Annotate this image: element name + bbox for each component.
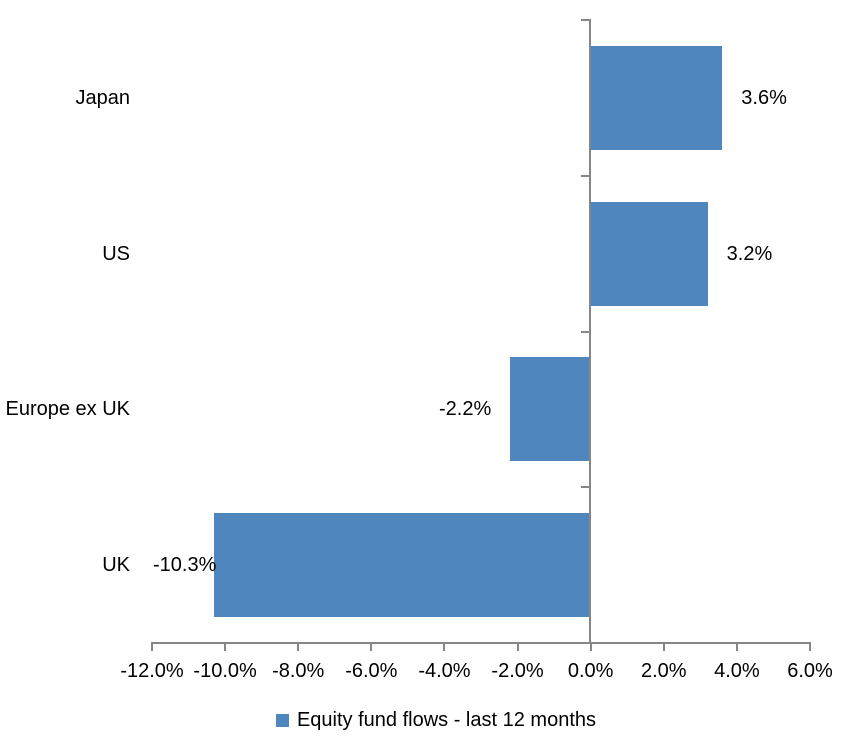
x-axis-tick bbox=[662, 644, 665, 651]
x-axis-tick bbox=[297, 644, 300, 651]
x-axis-tick bbox=[516, 644, 519, 651]
x-tick-label-1: -10.0% bbox=[193, 660, 257, 682]
data-label-uk: -10.3% bbox=[153, 554, 217, 577]
category-label-us: US bbox=[102, 242, 130, 265]
bar-japan bbox=[590, 45, 723, 150]
category-axis-tick bbox=[580, 19, 589, 21]
x-axis-tick bbox=[443, 644, 446, 651]
bar-us bbox=[590, 201, 708, 306]
data-label-europe-ex-uk: -2.2% bbox=[439, 398, 492, 421]
category-label-uk: UK bbox=[102, 554, 130, 577]
x-tick-label-9: 6.0% bbox=[787, 660, 833, 682]
bar-uk bbox=[214, 513, 589, 618]
x-axis-tick bbox=[370, 644, 373, 651]
x-axis-line bbox=[151, 642, 811, 644]
x-tick-label-3: -6.0% bbox=[345, 660, 398, 682]
x-tick-label-7: 2.0% bbox=[640, 660, 687, 682]
x-tick-label-0: -12.0% bbox=[120, 660, 184, 682]
category-label-japan: Japan bbox=[75, 86, 131, 109]
data-label-us: 3.2% bbox=[726, 242, 773, 265]
zero-axis-line bbox=[588, 19, 591, 644]
bar-europe-ex-uk bbox=[510, 357, 589, 462]
x-tick-label-8: 4.0% bbox=[714, 660, 760, 682]
x-tick-label-4: -4.0% bbox=[418, 660, 471, 682]
category-axis-tick bbox=[580, 486, 589, 489]
x-axis-tick bbox=[151, 644, 153, 651]
x-tick-label-2: -8.0% bbox=[272, 660, 325, 682]
legend: Equity fund flows - last 12 months bbox=[10, 706, 852, 734]
x-axis-tick bbox=[224, 644, 227, 651]
x-axis-tick bbox=[589, 644, 592, 651]
x-axis-tick bbox=[735, 644, 738, 651]
category-axis-tick bbox=[580, 330, 589, 333]
legend-label: Equity fund flows - last 12 months bbox=[296, 709, 597, 731]
x-axis-tick bbox=[809, 644, 811, 651]
x-tick-label-5: -2.0% bbox=[491, 660, 544, 682]
data-label-japan: 3.6% bbox=[741, 86, 787, 109]
legend-marker-icon bbox=[275, 713, 289, 727]
category-label-europe-ex-uk: Europe ex UK bbox=[5, 398, 130, 421]
category-axis-tick bbox=[580, 174, 589, 177]
x-tick-label-6: 0.0% bbox=[567, 660, 614, 682]
